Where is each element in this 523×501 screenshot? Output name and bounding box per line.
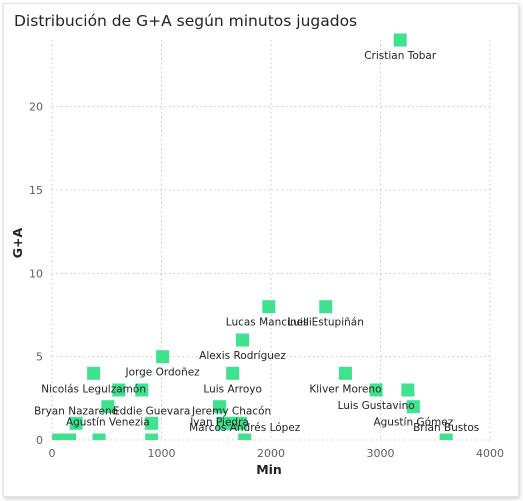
data-label: Lucas Mancinelli	[226, 317, 312, 329]
x-tick-label: 3000	[367, 447, 395, 460]
data-point	[63, 433, 77, 440]
data-point	[156, 350, 170, 364]
data-point	[52, 433, 66, 440]
data-label: Alexis Rodríguez	[199, 350, 286, 362]
data-point	[101, 400, 115, 414]
x-tick-label: 2000	[257, 447, 285, 460]
data-point	[401, 383, 415, 397]
data-point	[369, 383, 383, 397]
data-label: Kliver Moreno	[309, 383, 381, 395]
data-point	[262, 300, 276, 314]
data-point	[338, 366, 352, 380]
data-point	[236, 333, 250, 347]
data-label: Nicolás Legulzamón	[41, 383, 146, 395]
data-label: Luis Arroyo	[203, 383, 262, 395]
x-tick-label: 0	[49, 447, 56, 460]
data-label: Luis Gustavino	[338, 400, 415, 412]
data-label: Jorge Ordoñez	[124, 367, 200, 379]
data-point	[238, 433, 252, 440]
y-tick-label: 20	[29, 101, 43, 114]
data-label: Eddie Guevara	[113, 405, 190, 417]
x-tick-label: 4000	[476, 447, 504, 460]
x-tick-label: 1000	[148, 447, 176, 460]
data-point	[393, 33, 407, 47]
x-axis-title: Min	[256, 462, 282, 477]
data-point	[92, 433, 106, 440]
data-point	[145, 433, 159, 440]
chart-title: Distribución de G+A según minutos jugado…	[14, 12, 358, 30]
data-label: Bryan Nazareno	[34, 405, 118, 417]
data-point	[226, 366, 240, 380]
data-point	[145, 416, 159, 430]
data-point	[135, 383, 149, 397]
data-label: Marcos Andrés López	[189, 422, 301, 434]
data-point	[439, 433, 453, 440]
data-point	[112, 383, 126, 397]
y-tick-label: 5	[36, 351, 43, 364]
y-tick-label: 10	[29, 267, 43, 280]
data-label: Agustín Gómez	[373, 417, 453, 429]
data-label: Cristian Tobar	[364, 50, 437, 62]
data-point	[233, 416, 247, 430]
data-label: Luis Estupiñán	[288, 317, 364, 329]
y-tick-label: 15	[29, 184, 43, 197]
y-axis-title: G+A	[10, 227, 25, 258]
data-point	[406, 400, 420, 414]
data-label: Jeremy Chacón	[191, 405, 271, 417]
data-point	[216, 416, 230, 430]
chart-card: Distribución de G+A según minutos jugado…	[3, 3, 519, 497]
data-label: Brian Bustos	[413, 422, 479, 434]
data-point	[213, 400, 227, 414]
data-point	[87, 366, 101, 380]
y-tick-label: 0	[36, 434, 43, 447]
data-point	[69, 416, 83, 430]
data-label: Agustín Venezia	[66, 417, 150, 429]
data-point	[319, 300, 333, 314]
data-label: Ivan Piedra	[190, 417, 249, 429]
